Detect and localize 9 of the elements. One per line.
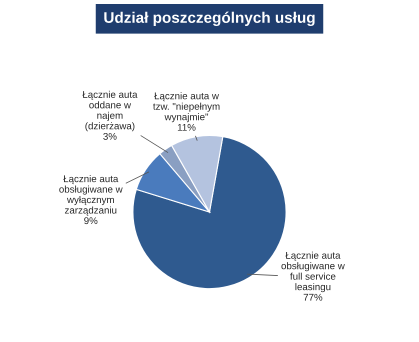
data-label: 9% [84, 217, 98, 224]
slice-label: Łącznie auta obsługiwane w full service leasingu [281, 252, 345, 292]
chart-title: Udział poszczególnych usług [104, 12, 315, 26]
data-label: 3% [103, 132, 117, 140]
slice-label: Łącznie auta w tzw. "niepełnym wynajmie" [153, 92, 220, 122]
slice-label: Łącznie auta obsługiwane w wyłącznym zarządzaniu [59, 175, 123, 216]
slice-label: Łącznie auta oddane w najem (dzierżawa) [82, 90, 138, 132]
data-label: 11% [178, 124, 196, 131]
data-label: 77% [304, 294, 322, 301]
